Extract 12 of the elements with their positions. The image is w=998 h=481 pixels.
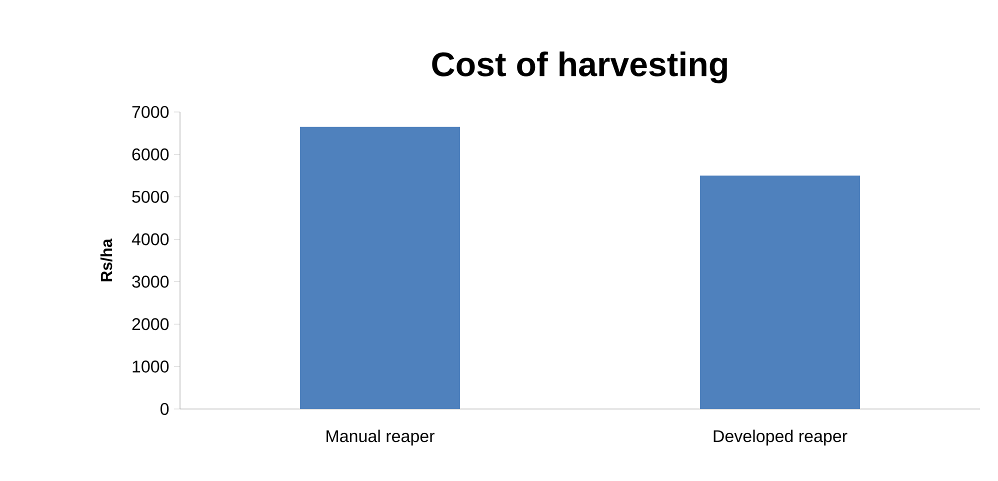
y-tick-label: 0 (160, 402, 169, 416)
y-axis-title: Rs/ha (100, 238, 112, 282)
x-tick-label: Manual reaper (326, 430, 434, 446)
y-tick-label: 5000 (132, 190, 169, 203)
y-tick-label: 1000 (132, 360, 169, 373)
chart-title: Cost of harvesting (432, 51, 727, 84)
y-tick-label: 2000 (132, 318, 169, 330)
y-tick-label: 4000 (132, 233, 169, 246)
y-tick-label: 6000 (132, 148, 169, 160)
y-tick-label: 3000 (132, 276, 169, 288)
y-tick-label: 7000 (132, 106, 169, 118)
x-tick-label: Developed reaper (714, 430, 848, 446)
